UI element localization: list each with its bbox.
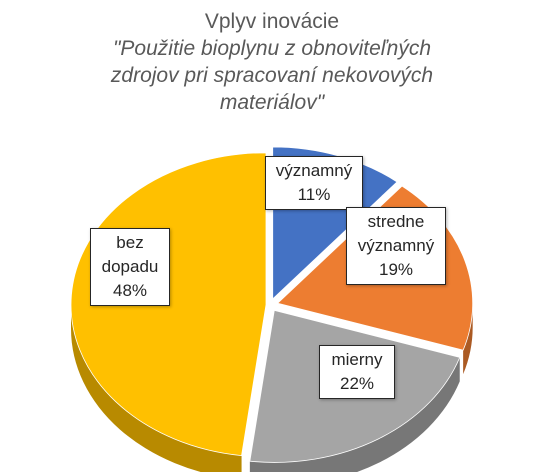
slice-side-1 (463, 303, 473, 375)
slice-label-vyznamny-value: 11% (297, 185, 331, 204)
slice-label-stredne-value: 19% (378, 260, 414, 279)
chart-title-line1: Vplyv inovácie (204, 10, 340, 33)
slice-label-bez-dopadu: bez dopadu 48% (90, 228, 170, 306)
slice-label-vyznamny: významný 11% (265, 156, 363, 210)
slice-label-vyznamny-name: významný (275, 161, 353, 180)
slice-label-mierny-value: 22% (339, 374, 375, 393)
slice-label-mierny: mierny 22% (319, 345, 395, 399)
slice-label-bez-dopadu-name: bez dopadu (101, 233, 159, 276)
slice-side-3 (71, 304, 242, 472)
slice-label-stredne-name: stredne významný (357, 212, 435, 255)
slice-side-2 (249, 357, 460, 472)
slice-label-bez-dopadu-value: 48% (112, 281, 148, 300)
chart-title: Vplyv inovácie "Použitie bioplynu z obno… (0, 8, 544, 116)
slice-label-mierny-name: mierny (331, 350, 383, 369)
chart-title-line2: "Použitie bioplynu z obnoviteľných zdroj… (110, 37, 434, 114)
slice-label-stredne-vyznamny: stredne významný 19% (346, 207, 446, 285)
